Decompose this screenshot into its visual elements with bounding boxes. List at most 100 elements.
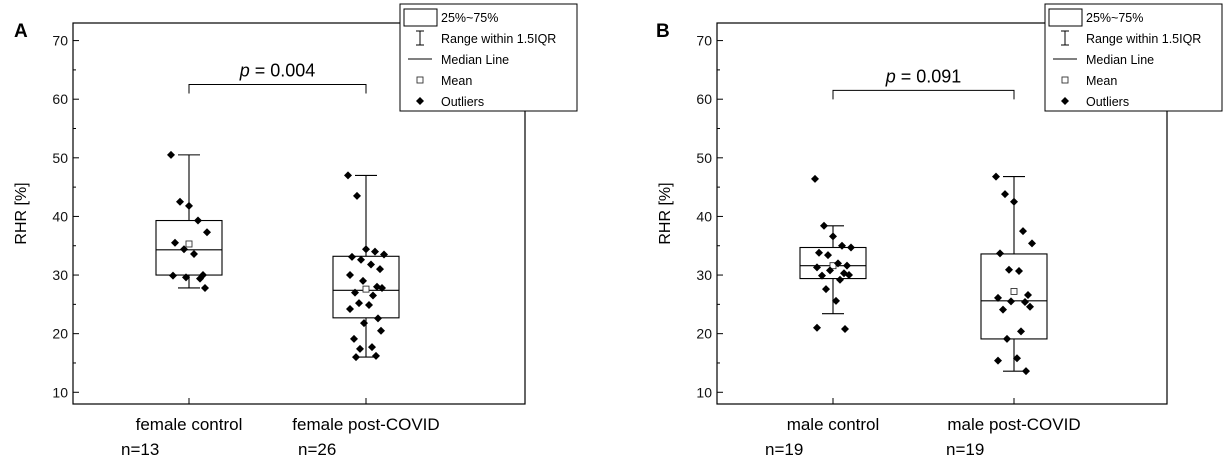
data-point (1026, 302, 1034, 311)
y-tick-label: 20 (52, 326, 68, 342)
data-point (1005, 265, 1013, 274)
y-tick-label: 20 (696, 326, 712, 342)
data-point (374, 314, 382, 323)
data-point (369, 291, 377, 300)
legend-label-range: Range within 1.5IQR (441, 32, 556, 46)
data-point (1017, 327, 1025, 336)
legend-box-swatch (1048, 8, 1083, 27)
data-point (838, 241, 846, 250)
x-category-label: female control (136, 415, 243, 434)
data-point (194, 216, 202, 225)
legend: 25%~75% Range within 1.5IQR Median Line Mea… (399, 3, 578, 112)
p-value: = 0.004 (250, 61, 316, 81)
legend-label-outliers: Outliers (1086, 95, 1129, 109)
legend-label-mean: Mean (1086, 74, 1117, 88)
mean-marker (185, 240, 193, 248)
legend-label-median: Median Line (441, 53, 509, 67)
data-point (999, 305, 1007, 314)
data-point (818, 271, 826, 280)
data-point (348, 252, 356, 261)
box-iqr (155, 219, 223, 276)
p-symbol: p (239, 61, 250, 81)
data-point (376, 265, 384, 274)
mean-marker (362, 285, 370, 293)
y-tick-label: 50 (52, 150, 68, 166)
y-tick-label: 60 (52, 91, 68, 107)
data-point (353, 191, 361, 200)
data-point (372, 351, 380, 360)
data-point (182, 273, 190, 282)
data-point (813, 263, 821, 272)
data-point (359, 276, 367, 285)
data-point (350, 334, 358, 343)
x-n-label: n=19 (946, 440, 984, 459)
data-point (190, 249, 198, 258)
data-point (355, 299, 363, 308)
data-point (352, 353, 360, 362)
legend-mean-swatch (1061, 76, 1069, 84)
data-point (346, 305, 354, 314)
legend-label-mean: Mean (441, 74, 472, 88)
legend-box-swatch (403, 8, 438, 27)
y-tick-label: 10 (696, 384, 712, 400)
x-category-label: male post-COVID (947, 415, 1080, 434)
data-point (367, 260, 375, 269)
data-point (351, 288, 359, 297)
panel-a: A 10 20 30 40 50 60 70 RHR [%] female control n=13… (13, 3, 578, 459)
data-point (169, 271, 177, 280)
data-point (380, 250, 388, 259)
data-point (362, 245, 370, 254)
data-point (845, 271, 853, 280)
x-category-label: female post-COVID (292, 415, 439, 434)
data-point (826, 266, 834, 275)
data-point (822, 285, 830, 294)
data-point (371, 247, 379, 256)
data-point (829, 232, 837, 241)
data-point (365, 300, 373, 309)
y-tick-label: 10 (52, 384, 68, 400)
legend-label-box: 25%~75% (441, 11, 498, 25)
y-tick-label: 70 (52, 33, 68, 49)
box-iqr (980, 253, 1048, 340)
panel-label: B (656, 21, 670, 42)
plot-frame (72, 22, 526, 405)
legend: 25%~75% Range within 1.5IQR Median Line Mea… (1044, 3, 1223, 112)
p-symbol: p (885, 66, 896, 86)
data-point (357, 255, 365, 264)
data-point (201, 283, 209, 292)
data-point (813, 323, 821, 332)
data-point (994, 293, 1002, 302)
x-n-label: n=13 (121, 440, 159, 459)
legend-outlier-swatch (1061, 97, 1069, 105)
data-point (356, 344, 364, 353)
x-n-label: n=26 (298, 440, 336, 459)
y-tick-label: 40 (696, 208, 712, 224)
mean-marker (829, 262, 837, 270)
data-point (811, 174, 819, 183)
data-point (1001, 190, 1009, 199)
p-value-label: p = 0.091 (885, 66, 962, 86)
data-point (167, 150, 175, 159)
data-point (820, 221, 828, 230)
legend-label-outliers: Outliers (441, 95, 484, 109)
data-point (843, 261, 851, 270)
y-tick-label: 30 (696, 267, 712, 283)
significance-bracket (188, 84, 367, 94)
data-point (377, 326, 385, 335)
data-point (836, 275, 844, 284)
y-tick-label: 40 (52, 208, 68, 224)
data-point (196, 274, 204, 283)
data-point (360, 319, 368, 328)
box-iqr (332, 255, 400, 319)
plot-frame (716, 22, 1168, 405)
data-point (994, 356, 1002, 365)
data-point (1028, 239, 1036, 248)
legend-label-box: 25%~75% (1086, 11, 1143, 25)
mean-marker (1010, 288, 1018, 295)
y-tick-label: 50 (696, 150, 712, 166)
panel-b: B 10 20 30 40 50 60 70 RHR [%] male control n=19 ma… (656, 3, 1223, 459)
data-point (832, 296, 840, 305)
legend-label-range: Range within 1.5IQR (1086, 32, 1201, 46)
box-iqr (799, 246, 867, 280)
data-point (185, 201, 193, 210)
